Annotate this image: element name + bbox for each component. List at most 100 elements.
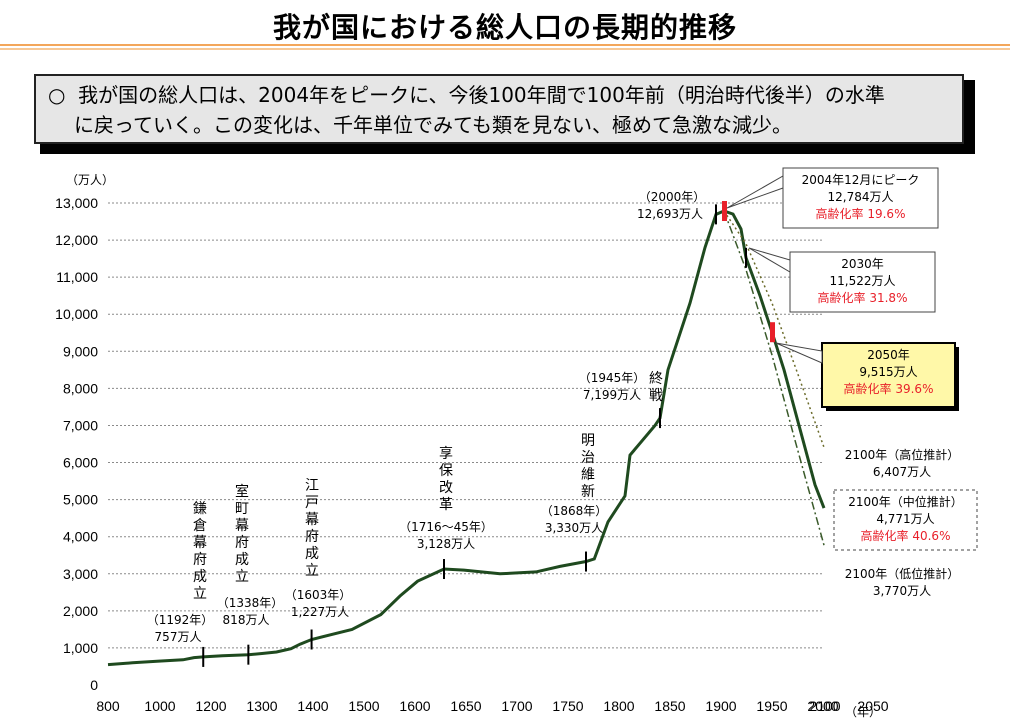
vertical-char: 立 <box>193 586 207 602</box>
vertical-char: 立 <box>305 563 319 579</box>
y-tick-label: 11,000 <box>56 269 98 285</box>
x-tick-label: 1950 <box>756 698 787 714</box>
annotation-pop: 1,227万人 <box>291 605 349 619</box>
vertical-char: 府 <box>193 552 207 568</box>
annotation-year: （1192年） <box>147 613 214 627</box>
vertical-char: 保 <box>439 463 453 479</box>
callout-box <box>782 167 939 229</box>
summary-line-1: ○ 我が国の総人口は、2004年をピークに、今後100年間で100年前（明治時代… <box>48 80 950 110</box>
red-mark <box>722 201 727 222</box>
y-tick-label: 0 <box>90 677 98 693</box>
callout-box <box>789 251 936 313</box>
x-tick-label: 1650 <box>450 698 481 714</box>
callout-line-2: 3,770万人 <box>873 584 931 598</box>
annotation-pop: 3,128万人 <box>417 537 475 551</box>
callout-line-3: 高齢化率 19.6% <box>816 206 906 221</box>
callout-pointer <box>748 247 791 273</box>
vertical-char: 新 <box>581 484 595 500</box>
summary-line-2: に戻っていく。この変化は、千年単位でみても類を見ない、極めて急激な減少。 <box>74 113 792 137</box>
x-tick-label: 1800 <box>603 698 634 714</box>
annotation-pop: 7,199万人 <box>583 388 641 402</box>
y-tick-label: 1,000 <box>63 640 98 656</box>
x-tick-label: 1600 <box>399 698 430 714</box>
callout-box <box>833 489 978 551</box>
x-tick-label: 1200 <box>195 698 226 714</box>
callout-pointer <box>775 342 823 364</box>
vertical-char: 立 <box>235 569 249 585</box>
series-layer <box>107 209 826 667</box>
callout-box <box>831 442 973 484</box>
vertical-char: 戦 <box>649 388 663 404</box>
y-tick-label: 5,000 <box>63 492 98 508</box>
annotation-year: （1945年） <box>579 371 646 385</box>
callout-line-2: 12,784万人 <box>828 190 894 204</box>
y-tick-label: 6,000 <box>63 455 98 471</box>
callout-pointer <box>726 175 784 209</box>
annotations-layer: 鎌倉幕府成立（1192年）757万人室町幕府成立（1338年）818万人江戸幕府… <box>147 190 706 644</box>
vertical-char: 改 <box>439 480 453 496</box>
axes: 0 1,000 2,000 3,000 4,000 5,000 6,000 7,000 8,00… <box>55 173 889 719</box>
x-tick-label: 800 <box>96 698 120 714</box>
x-tick-label: 1500 <box>348 698 379 714</box>
tick-marks-layer <box>202 201 775 667</box>
callout-line-2: 9,515万人 <box>859 365 917 379</box>
annotation-year: （2000年） <box>639 190 706 204</box>
vertical-char: 江 <box>305 478 319 494</box>
y-tick-label: 13,000 <box>55 195 98 211</box>
callout-line-3: 高齢化率 40.6% <box>861 528 951 543</box>
x-tick-label: 1400 <box>297 698 328 714</box>
vertical-char: 幕 <box>235 518 249 534</box>
callout-line-3: 高齢化率 39.6% <box>844 381 934 396</box>
annotation-pop: 757万人 <box>155 630 202 644</box>
callout-line-2: 4,771万人 <box>876 512 934 526</box>
x-tick-label: 2100 <box>809 698 840 714</box>
vertical-char: 成 <box>235 552 249 568</box>
vertical-char: 治 <box>581 450 595 466</box>
x-tick-label: 1300 <box>246 698 277 714</box>
page-title: 我が国における総人口の長期的推移 <box>272 11 737 44</box>
vertical-char: 維 <box>581 467 595 483</box>
vertical-char: 成 <box>305 546 319 562</box>
vertical-char: 幕 <box>305 512 319 528</box>
callout-line-1: 2004年12月にピーク <box>802 173 920 187</box>
title-rule <box>0 44 1010 50</box>
vertical-char: 幕 <box>193 535 207 551</box>
bullet-icon: ○ <box>48 83 66 107</box>
vertical-char: 革 <box>439 497 453 513</box>
annotation-year: （1338年） <box>217 596 284 610</box>
callout-line-2: 11,522万人 <box>830 274 896 288</box>
x-tick-label: 1850 <box>654 698 685 714</box>
callout-box <box>831 561 973 603</box>
y-tick-label: 3,000 <box>63 566 98 582</box>
callout-line-2: 6,407万人 <box>873 465 931 479</box>
vertical-char: 終 <box>649 371 663 387</box>
vertical-char: 成 <box>193 569 207 585</box>
summary-box: ○ 我が国の総人口は、2004年をピークに、今後100年間で100年前（明治時代… <box>34 74 964 144</box>
y-tick-label: 7,000 <box>63 417 98 433</box>
x-axis-unit: （年） <box>845 705 881 719</box>
annotation-year: （1603年） <box>285 588 352 602</box>
vertical-char: 戸 <box>305 495 319 511</box>
callout-line-1: 2100年（高位推計） <box>845 447 960 462</box>
y-tick-label: 2,000 <box>63 603 98 619</box>
annotation-shusen: 終戦 <box>649 371 663 404</box>
vertical-char: 府 <box>305 529 319 545</box>
callout-line-1: 2100年（中位推計） <box>848 494 963 509</box>
callout-low: 2100年（低位推計） 3,770万人 <box>831 561 973 603</box>
callout-high: 2100年（高位推計） 6,407万人 <box>831 442 973 484</box>
callout-line-3: 高齢化率 31.8% <box>818 290 908 305</box>
x-tick-label: 2050 <box>857 698 888 714</box>
y-tick-label: 9,000 <box>63 343 98 359</box>
callout-line-1: 2030年 <box>841 257 884 271</box>
annotation-year: （1716～45年） <box>399 520 493 534</box>
summary-text-1: 我が国の総人口は、2004年をピークに、今後100年間で100年前（明治時代後半… <box>78 83 885 107</box>
